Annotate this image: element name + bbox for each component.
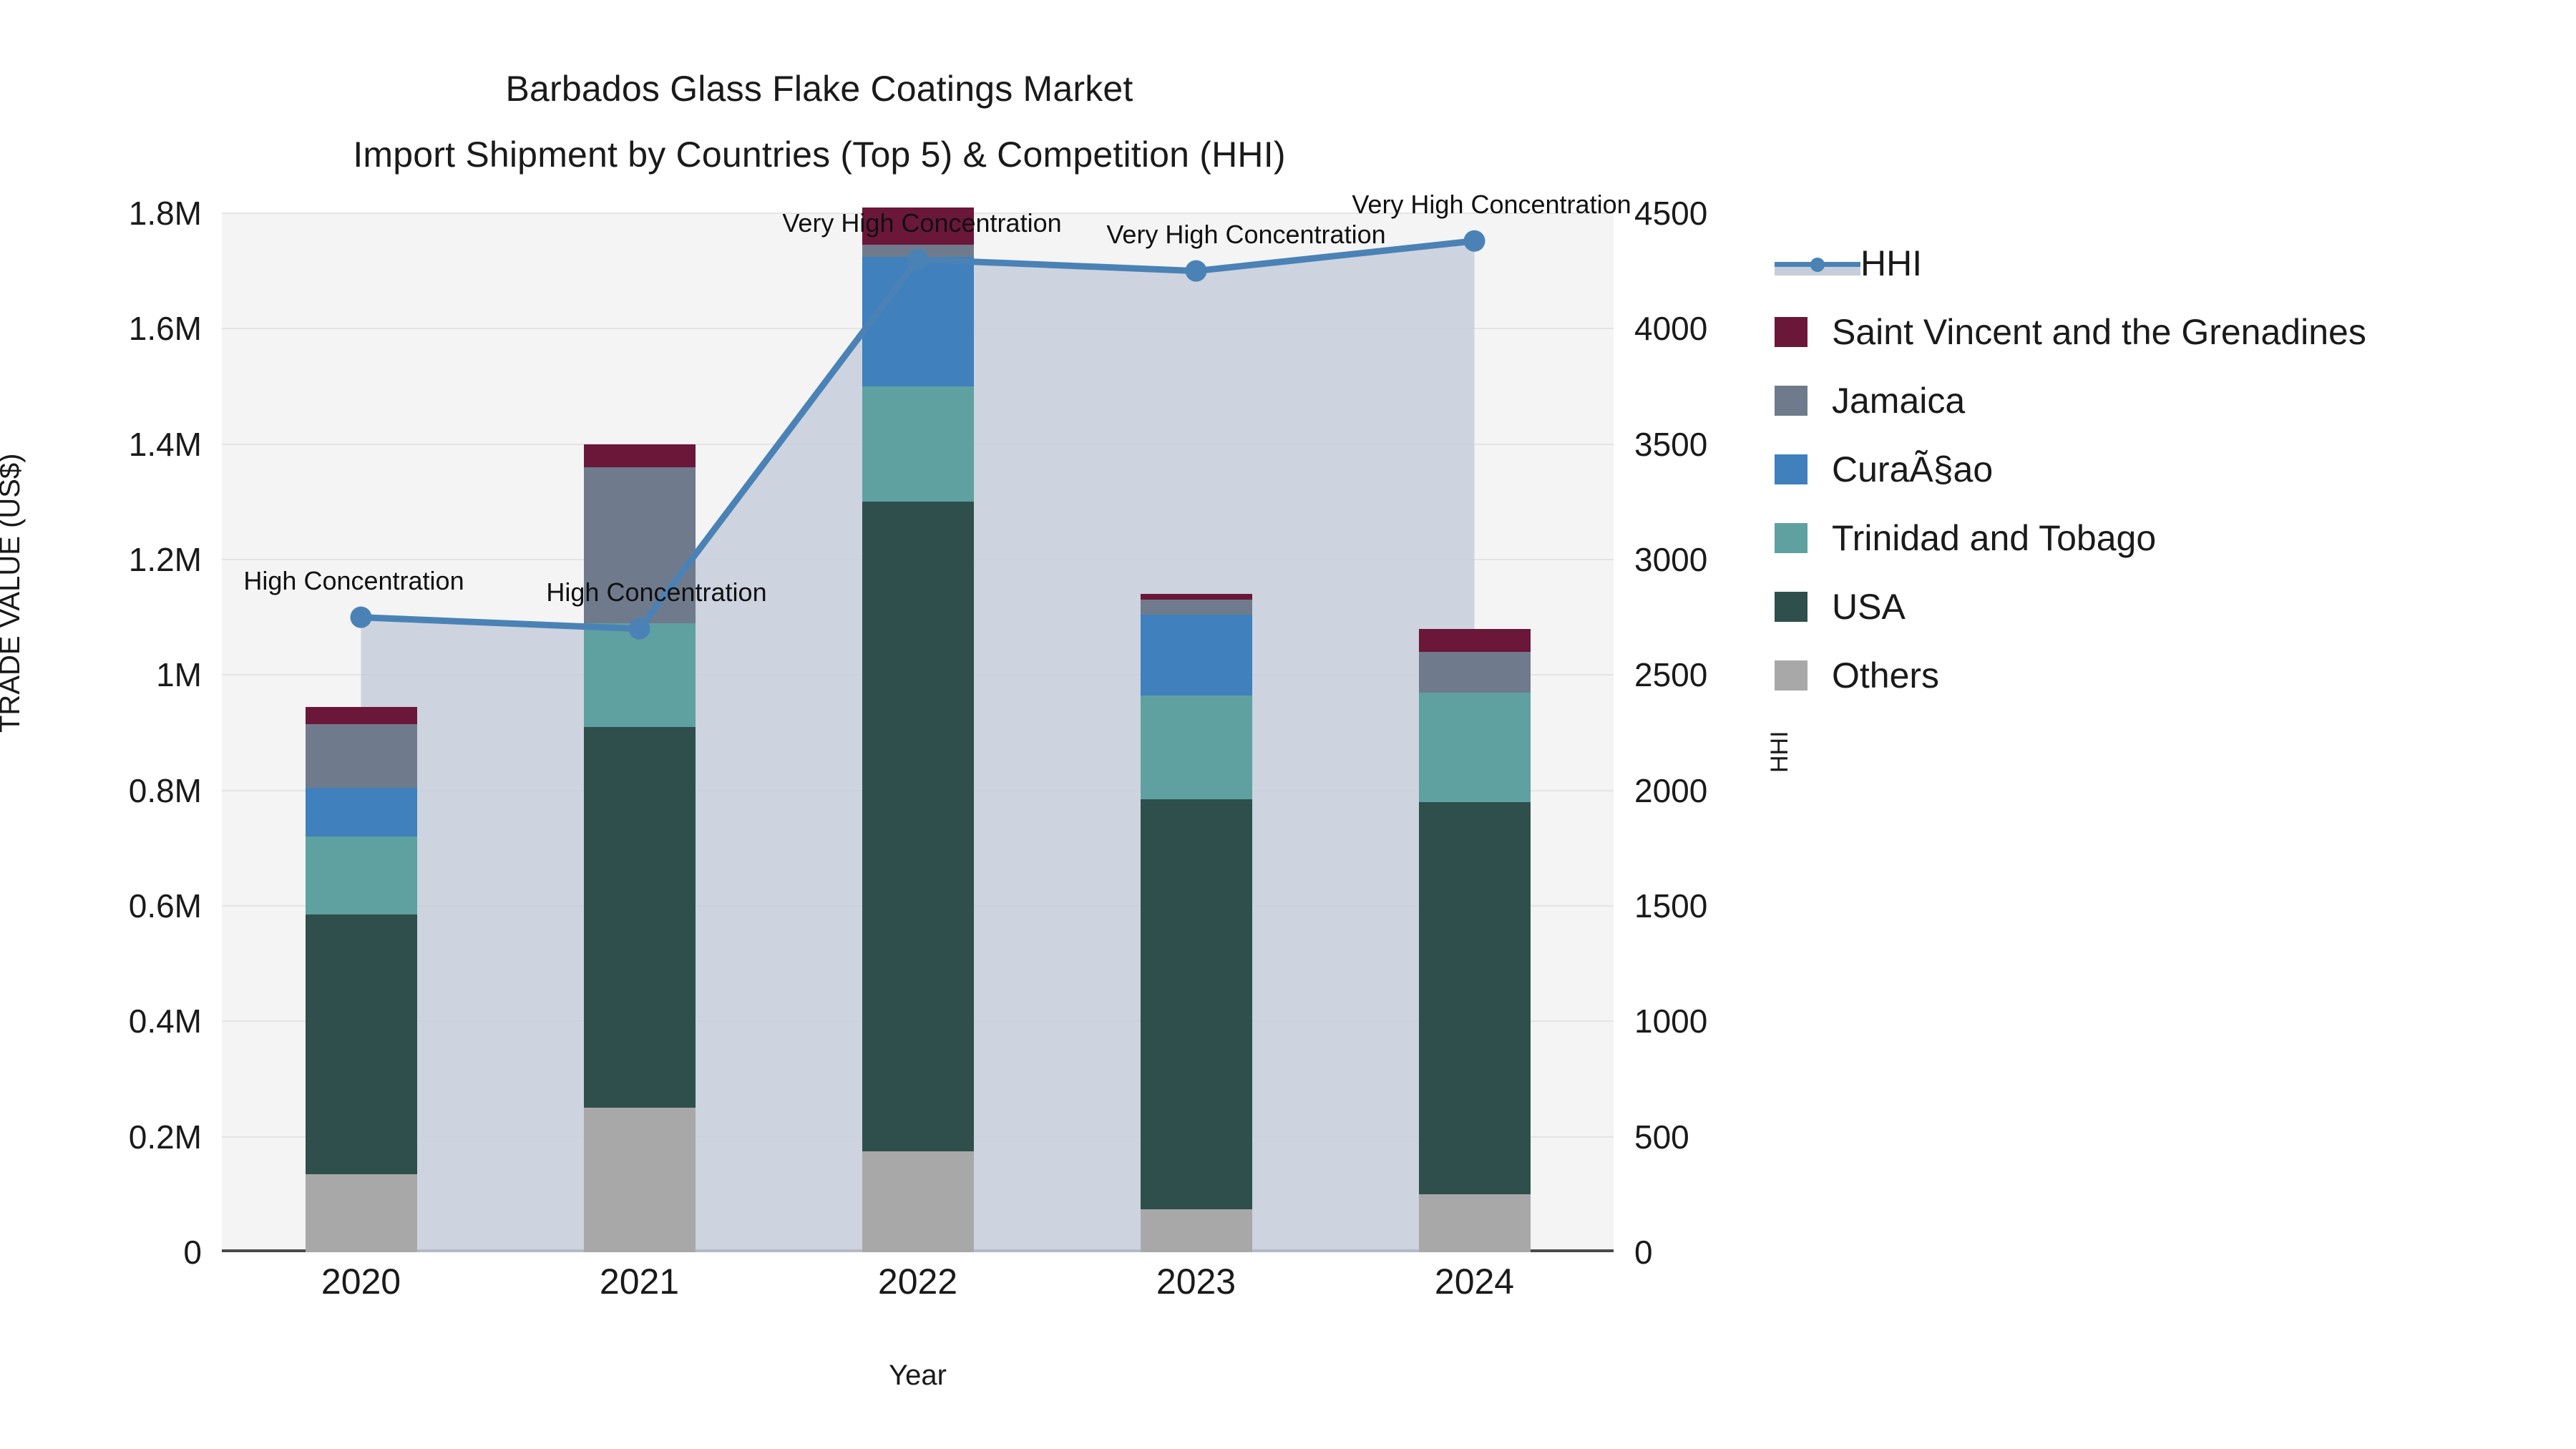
bar-segment[interactable]	[1418, 801, 1531, 1195]
y-axis-right-tick-label: 500	[1634, 1118, 1689, 1156]
x-axis-tick-label-2021: 2021	[599, 1262, 680, 1302]
chart-title: Barbados Glass Flake Coatings Market Imp…	[0, 56, 1639, 187]
y-axis-left-tick-label: 1.8M	[128, 195, 202, 232]
bar-segment[interactable]	[1140, 1209, 1252, 1252]
bar-segment[interactable]	[583, 726, 696, 1108]
legend-item-label: Jamaica	[1832, 381, 1966, 421]
hhi-data-point[interactable]	[1185, 260, 1207, 282]
legend-item[interactable]: Saint Vincent and the Grenadines	[1775, 298, 2562, 366]
bar-segment[interactable]	[862, 207, 974, 245]
y-axis-right-tick-label: 0	[1634, 1234, 1653, 1271]
legend-item[interactable]: HHI	[1775, 229, 2562, 298]
bar-2024[interactable]	[1418, 628, 1531, 1252]
y-axis-right-tick-label: 4000	[1634, 310, 1708, 348]
bar-2023[interactable]	[1140, 594, 1252, 1252]
legend-item-label: Others	[1832, 655, 1940, 696]
legend-item[interactable]: Jamaica	[1775, 366, 2562, 435]
bar-segment[interactable]	[305, 723, 417, 788]
legend-swatch-icon	[1775, 660, 1807, 691]
bar-segment[interactable]	[862, 256, 974, 386]
y-axis-left-tick-label: 1.6M	[128, 310, 202, 348]
legend-swatch-icon	[1775, 592, 1807, 622]
chart-legend: HHI Saint Vincent and the Grenadines Jamai…	[1775, 229, 2562, 710]
concentration-annotation: High Concentration	[243, 565, 464, 595]
bar-segment[interactable]	[862, 502, 974, 1151]
legend-item[interactable]: CuraÃ§ao	[1775, 435, 2562, 504]
bar-segment[interactable]	[305, 1174, 417, 1252]
plot-area: High Concentration High Concentration Very…	[222, 190, 1631, 1252]
bar-segment[interactable]	[305, 836, 417, 915]
y-axis-right-tick-label: 4500	[1634, 195, 1708, 232]
bar-segment[interactable]	[583, 623, 696, 727]
legend-swatch-icon	[1775, 523, 1807, 553]
legend-item[interactable]: Others	[1775, 641, 2562, 710]
y-axis-right-tick-label: 3000	[1634, 541, 1708, 578]
x-axis-tick-label-2022: 2022	[877, 1262, 958, 1302]
y-axis-left-tick-label: 1.2M	[128, 541, 202, 578]
bar-segment[interactable]	[305, 787, 417, 837]
legend-swatch-icon	[1775, 317, 1807, 347]
bar-segment[interactable]	[583, 1108, 696, 1252]
bar-2020[interactable]	[305, 706, 417, 1252]
bar-segment[interactable]	[1140, 594, 1252, 600]
y-axis-right-tick-label: 2500	[1634, 656, 1708, 694]
x-axis-title: Year	[889, 1360, 947, 1391]
hhi-data-point[interactable]	[628, 618, 650, 640]
x-axis-tick-label-2024: 2024	[1434, 1262, 1515, 1302]
legend-item-label: CuraÃ§ao	[1832, 449, 1994, 489]
concentration-annotation: Very High Concentration	[782, 208, 1062, 238]
bar-segment[interactable]	[583, 444, 696, 467]
bar-segment[interactable]	[1140, 799, 1252, 1209]
chart-title-line-2: Import Shipment by Countries (Top 5) & C…	[353, 135, 1286, 175]
bar-segment[interactable]	[1140, 695, 1252, 799]
bar-segment[interactable]	[305, 706, 417, 724]
bar-2021[interactable]	[583, 444, 696, 1252]
legend-item[interactable]: USA	[1775, 572, 2562, 641]
y-axis-left-tick-label: 0.4M	[128, 1002, 202, 1040]
bar-segment[interactable]	[1418, 692, 1531, 802]
y-axis-left-tick-label: 1.4M	[128, 425, 202, 463]
legend-item-label: USA	[1832, 587, 1906, 627]
hhi-line-series[interactable]	[222, 213, 1614, 1252]
y-axis-right-tick-label: 3500	[1634, 425, 1708, 463]
hhi-data-point[interactable]	[350, 606, 372, 628]
bar-segment[interactable]	[1140, 614, 1252, 696]
legend-swatch-icon	[1775, 454, 1807, 484]
y-axis-left-tick-label: 0.2M	[128, 1118, 202, 1156]
bar-segment[interactable]	[305, 914, 417, 1175]
bar-segment[interactable]	[1140, 600, 1252, 615]
concentration-annotation: High Concentration	[546, 577, 767, 607]
concentration-annotation: Very High Concentration	[1106, 219, 1386, 249]
chart-title-line-1: Barbados Glass Flake Coatings Market	[505, 69, 1133, 109]
legend-item-label: Trinidad and Tobago	[1832, 518, 2157, 558]
legend-item-label: Saint Vincent and the Grenadines	[1832, 312, 2366, 352]
hhi-data-point[interactable]	[1463, 230, 1485, 252]
legend-item-label: HHI	[1860, 243, 1923, 283]
x-axis-tick-label-2020: 2020	[321, 1262, 401, 1302]
legend-swatch-icon	[1775, 386, 1807, 416]
legend-line-marker-icon	[1775, 248, 1860, 278]
bar-segment[interactable]	[1418, 628, 1531, 653]
y-axis-left-tick-label: 0.6M	[128, 887, 202, 924]
x-axis-tick-label-2023: 2023	[1156, 1262, 1236, 1302]
y-axis-right-tick-label: 1500	[1634, 887, 1708, 924]
hhi-data-point[interactable]	[907, 248, 929, 270]
bar-segment[interactable]	[862, 1151, 974, 1252]
legend-item[interactable]: Trinidad and Tobago	[1775, 504, 2562, 572]
bar-segment[interactable]	[583, 467, 696, 623]
y-axis-right-tick-label: 1000	[1634, 1002, 1708, 1040]
bar-segment[interactable]	[1418, 652, 1531, 693]
concentration-annotation: Very High Concentration	[1352, 189, 1631, 219]
y-axis-right-ticks: 0 500 1000 1500 2000 2500 3000 3500 4000 4500	[1624, 195, 1782, 1271]
y-axis-left-ticks: 0 0.2M 0.4M 0.6M 0.8M 1M 1.2M 1.4M 1.6M 1.8M	[0, 195, 215, 1271]
y-axis-left-tick-label: 0	[183, 1234, 202, 1271]
bar-2022[interactable]	[862, 207, 974, 1252]
bar-segment[interactable]	[862, 386, 974, 502]
y-axis-right-tick-label: 2000	[1634, 771, 1708, 809]
x-axis-ticks: 2020 2021 2022 2023 2024	[222, 1261, 1614, 1318]
y-axis-left-tick-label: 0.8M	[128, 771, 202, 809]
y-axis-left-tick-label: 1M	[156, 656, 202, 694]
bar-segment[interactable]	[1418, 1194, 1531, 1252]
